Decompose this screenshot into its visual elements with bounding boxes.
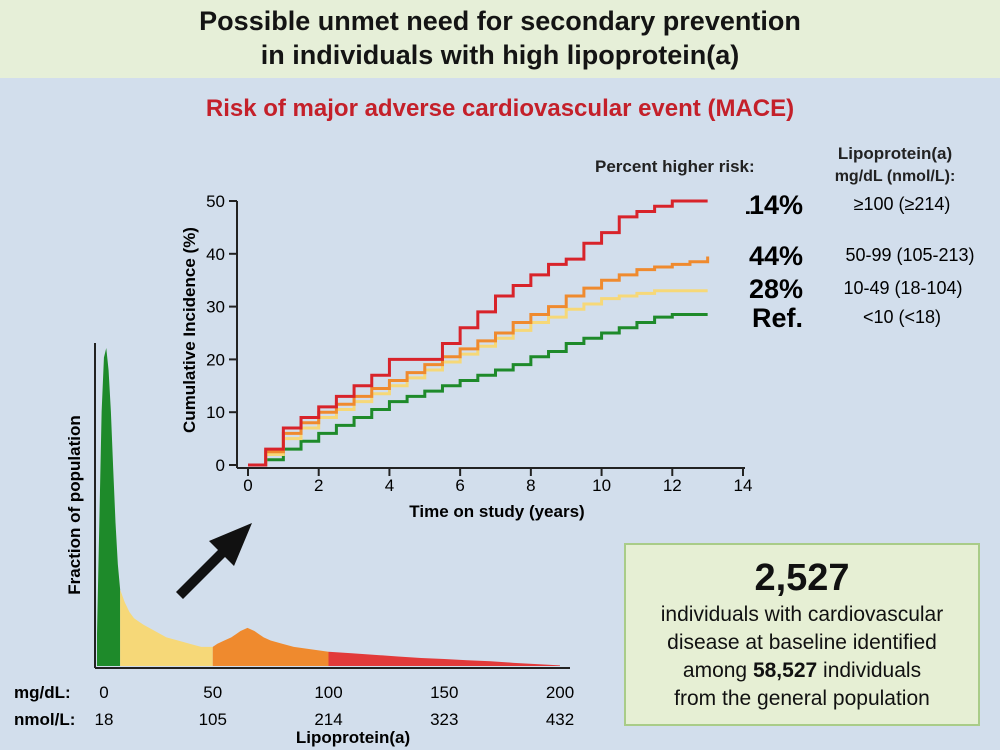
distribution-tick-nmol: 214 — [314, 710, 342, 729]
distribution-tick-nmol: 432 — [546, 710, 574, 729]
distribution-segment — [328, 651, 560, 666]
summary-box: 2,527 individuals with cardiovascular di… — [624, 543, 980, 726]
range-label-10-49: 10-49 (18-104) — [843, 278, 962, 298]
range-label-50-99: 50-99 (105-213) — [845, 245, 974, 265]
title-line-1: Possible unmet need for secondary preven… — [199, 6, 801, 36]
km-ticks: 0 10 20 30 40 50 0 2 4 6 8 10 12 14 — [206, 192, 752, 495]
legend-header-lpa: Lipoprotein(a) — [838, 144, 952, 163]
km-axes — [236, 201, 745, 469]
summary-line-1: individuals with cardiovascular — [660, 603, 944, 626]
km-series-line — [248, 313, 708, 467]
distribution-tick-mgdl: 50 — [203, 683, 222, 702]
km-x-tick-label: 10 — [592, 476, 611, 495]
km-y-tick-label: 20 — [206, 350, 225, 369]
summary-line-3: among 58,527 individuals — [626, 657, 978, 685]
km-plot-background — [248, 194, 746, 467]
legend-header-units: mg/dL (nmol/L): — [835, 168, 956, 185]
km-x-label: Time on study (years) — [409, 502, 584, 521]
km-x-tick-label: 8 — [526, 476, 535, 495]
km-x-tick-label: 2 — [314, 476, 323, 495]
distribution-tick-nmol: 105 — [199, 710, 227, 729]
risk-label-44: 44% — [749, 241, 803, 271]
km-x-tick-label: 0 — [243, 476, 252, 495]
distribution-tick-nmol: 18 — [95, 710, 114, 729]
legend-header-risk: Percent higher risk: — [595, 157, 755, 176]
summary-line-3-suffix: individuals — [817, 659, 922, 682]
risk-label-114: 114% — [735, 190, 803, 220]
participant-count: 2,527 — [754, 557, 850, 599]
distribution-segment — [212, 627, 329, 666]
distribution-segment — [97, 348, 121, 666]
range-label-lt10: <10 (<18) — [863, 307, 941, 327]
chart-subtitle: Risk of major adverse cardiovascular eve… — [205, 95, 795, 122]
km-series-line — [248, 256, 710, 467]
km-y-tick-label: 30 — [206, 298, 225, 317]
distribution-axes — [94, 343, 570, 669]
km-y-label: Cumulative Incidence (%) — [180, 227, 199, 433]
risk-label-ref: Ref. — [752, 303, 803, 333]
distribution-tick-mgdl: 100 — [314, 683, 342, 702]
distribution-x-label: Lipoprotein(a) — [296, 728, 410, 747]
distribution-y-label: Fraction of population — [65, 415, 84, 594]
title-banner: Possible unmet need for secondary preven… — [0, 0, 1000, 78]
arrow-icon — [176, 523, 252, 599]
distribution-segment — [120, 589, 213, 666]
km-x-tick-label: 12 — [663, 476, 682, 495]
km-x-tick-label: 4 — [385, 476, 394, 495]
km-x-tick-label: 14 — [734, 476, 753, 495]
distribution-ticks: 0 18 50 105 100 214 150 323 200 432 — [95, 683, 575, 729]
range-label-ge100: ≥100 (≥214) — [854, 194, 951, 214]
unit-label-mgdl: mg/dL: — [14, 683, 71, 702]
summary-total-count: 58,527 — [752, 659, 818, 682]
km-y-tick-label: 0 — [216, 456, 225, 475]
distribution-tick-mgdl: 200 — [546, 683, 574, 702]
km-x-tick-label: 6 — [455, 476, 464, 495]
summary-line-2: disease at baseline identified — [667, 631, 937, 654]
km-series-line — [248, 199, 708, 467]
summary-line-3-prefix: among — [682, 659, 753, 682]
distribution-tick-mgdl: 0 — [99, 683, 108, 702]
km-series-line — [248, 289, 708, 467]
distribution-area — [97, 348, 560, 666]
distribution-tick-nmol: 323 — [430, 710, 458, 729]
km-lines — [248, 199, 710, 467]
km-y-tick-label: 50 — [206, 192, 225, 211]
risk-label-28: 28% — [749, 274, 803, 304]
title-line-2: in individuals with high lipoprotein(a) — [260, 40, 740, 70]
distribution-tick-mgdl: 150 — [430, 683, 458, 702]
unit-label-nmol: nmol/L: — [14, 710, 75, 729]
summary-line-4: from the general population — [674, 687, 930, 710]
km-y-tick-label: 40 — [206, 245, 225, 264]
km-y-tick-label: 10 — [206, 403, 225, 422]
